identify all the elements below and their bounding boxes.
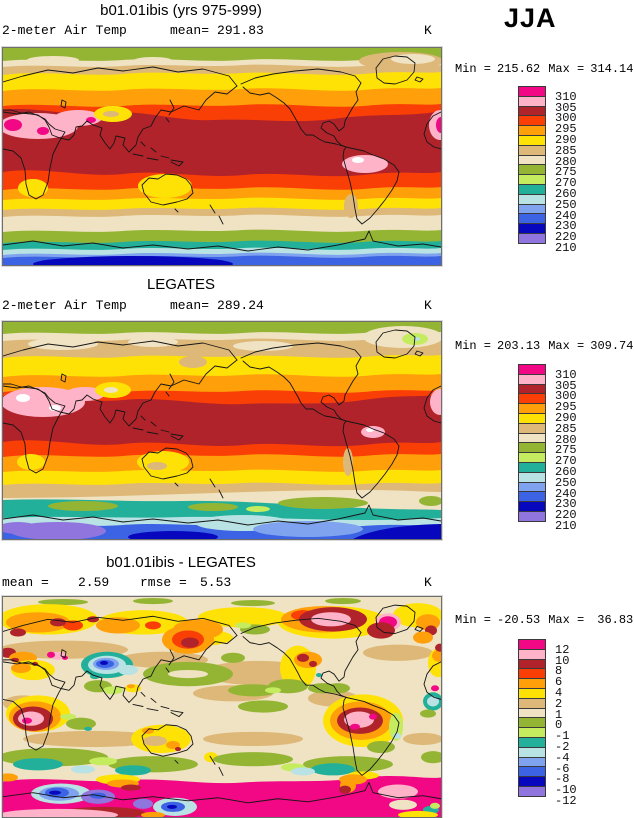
colorbar-tick-label: 210	[555, 519, 577, 533]
unit-label: K	[424, 575, 432, 590]
map-difference	[2, 596, 442, 818]
minmax-line: Min = 215.62 Max = 314.14	[455, 62, 634, 76]
colorbar-tick-label: -12	[555, 794, 577, 808]
colorbar-tick-label: 6	[555, 675, 563, 690]
colorbar-temperature: 310 305 300 295 290 285 280 275 270 260 250 240 230 2…	[518, 86, 618, 254]
anomaly-blobs	[3, 326, 441, 539]
colorbar-tick-label: 285	[555, 421, 577, 436]
colorbar-tick-label: 305	[555, 100, 577, 115]
mean-stat: mean= 291.83	[170, 23, 264, 38]
colorbar-tick-label: 220	[555, 230, 577, 245]
minmax-line: Min = -20.53 Max = 36.83	[455, 613, 634, 627]
colorbar-tick-label: 230	[555, 219, 577, 234]
panel-title: b01.01ibis (yrs 975-999)	[100, 2, 262, 19]
mean-stat: mean= 289.24	[170, 298, 264, 313]
variable-label: 2-meter Air Temp	[2, 298, 127, 313]
colorbar-tick-label: -6	[555, 761, 570, 776]
anomaly-blobs	[3, 52, 441, 218]
colorbar-tick-label: 2	[555, 696, 563, 711]
colorbar-tick-label: 260	[555, 465, 577, 479]
colorbar-tick-label: 310	[555, 367, 577, 382]
colorbar-tick-label: 8	[555, 664, 563, 679]
colorbar-tick-label: 295	[555, 122, 577, 137]
colorbar-tick-label: 1	[555, 707, 563, 722]
colorbar-tick-label: 295	[555, 400, 577, 415]
colorbar-tick-label: 285	[555, 143, 577, 158]
colorbar-tick-label: 210	[555, 241, 577, 255]
colorbar-difference: 12 10 8 6 4 2 1 0 -1 -2 -4 -6 -8 -10 -12	[518, 639, 618, 807]
colorbar-tick-label: 280	[555, 154, 577, 169]
colorbar-tick-label: 260	[555, 187, 577, 201]
minmax-line: Min = 203.13 Max = 309.74	[455, 339, 634, 353]
colorbar-tick-label: 310	[555, 89, 577, 104]
contour-field	[3, 597, 441, 817]
colorbar-tick-label: 250	[555, 197, 577, 212]
colorbar-tick-label: 305	[555, 378, 577, 393]
variable-label: 2-meter Air Temp	[2, 23, 127, 38]
colorbar-tick-label: -4	[555, 750, 570, 765]
colorbar-tick-label: 280	[555, 432, 577, 447]
colorbar-tick-label: 290	[555, 411, 577, 425]
mean-label: mean =	[2, 575, 49, 590]
colorbar-tick-label: 270	[555, 176, 577, 191]
colorbar-tick-label: 10	[555, 653, 570, 668]
rmse-value: 5.53	[200, 575, 232, 590]
colorbar-tick-label: 12	[555, 642, 570, 657]
colorbar-tick-label: 220	[555, 508, 577, 523]
map-obs-temperature	[2, 321, 442, 540]
map-model-temperature	[2, 47, 442, 266]
colorbar-cell	[518, 232, 546, 244]
colorbar-cell	[518, 510, 546, 522]
colorbar-cell	[518, 785, 546, 797]
colorbar-tick-label: 240	[555, 208, 577, 223]
colorbar-tick-label: 275	[555, 443, 577, 458]
mean-value: 2.59	[78, 575, 110, 590]
colorbar-tick-label: 230	[555, 497, 577, 512]
panel-title: b01.01ibis - LEGATES	[106, 554, 256, 571]
colorbar-tick-label: 270	[555, 454, 577, 469]
colorbar-temperature: 310 305 300 295 290 285 280 275 270 260 250 240 230 2…	[518, 364, 618, 532]
colorbar-tick-label: -8	[555, 772, 570, 787]
colorbar-tick-label: -2	[555, 740, 570, 754]
colorbar-tick-label: 240	[555, 486, 577, 501]
colorbar-tick-label: 275	[555, 165, 577, 180]
colorbar-tick-label: 300	[555, 111, 577, 126]
colorbar-tick-label: -1	[555, 729, 570, 744]
colorbar-tick-label: 300	[555, 389, 577, 404]
colorbar-tick-label: 250	[555, 475, 577, 490]
unit-label: K	[424, 298, 432, 313]
unit-label: K	[424, 23, 432, 38]
colorbar-tick-label: 290	[555, 133, 577, 147]
colorbar-tick-label: 4	[555, 686, 563, 700]
season-label: JJA	[504, 3, 557, 33]
rmse-label: rmse =	[140, 575, 187, 590]
colorbar-tick-label: 0	[555, 718, 563, 733]
colorbar-tick-label: -10	[555, 783, 577, 798]
panel-title: LEGATES	[146, 276, 216, 293]
